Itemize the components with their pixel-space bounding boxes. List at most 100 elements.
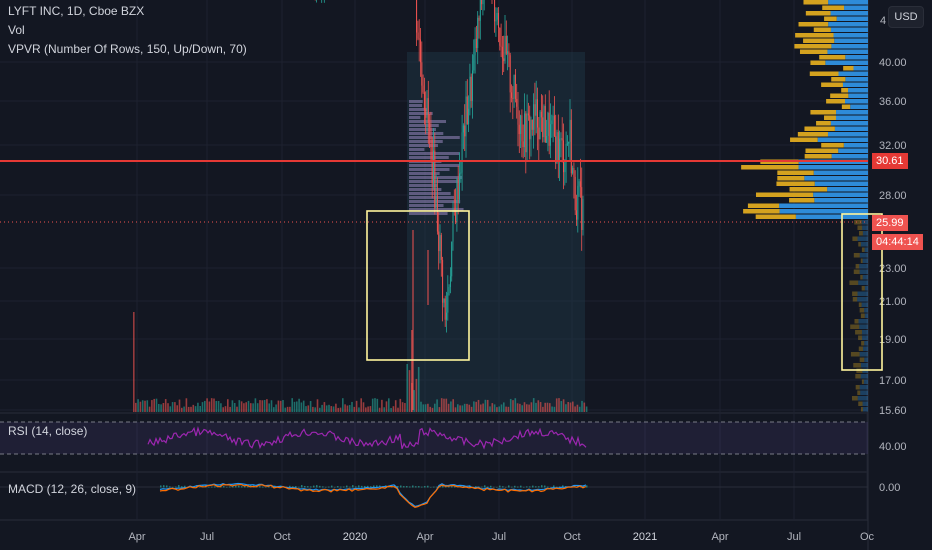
macd-histogram-bar [184, 485, 186, 488]
volume-bar [431, 407, 434, 412]
candle-body [504, 35, 506, 62]
candle-body [565, 144, 567, 163]
vpvr-down-bar [858, 242, 861, 247]
rsi-legend[interactable]: RSI (14, close) [8, 424, 88, 438]
volume-bar [346, 405, 349, 412]
vpvr-down-bar [853, 269, 860, 274]
candle-body [524, 113, 525, 148]
volume-bar [141, 400, 144, 412]
volume-bar [330, 406, 333, 412]
time-axis-label: Apr [416, 531, 433, 543]
candle-body [426, 98, 428, 118]
vpvr-down-bar [803, 38, 835, 43]
volume-bar [233, 403, 236, 412]
macd-legend[interactable]: MACD (12, 26, close, 9) [8, 482, 137, 496]
volume-bar [268, 403, 270, 412]
macd-histogram-bar [433, 486, 435, 488]
candle-body [429, 123, 431, 128]
candle-body [508, 51, 510, 56]
vpvr-up-bar [864, 286, 868, 291]
candle-body [574, 176, 576, 211]
macd-histogram-bar [550, 486, 552, 488]
vpvr-up-bar [825, 60, 868, 65]
vpvr-down-bar [813, 27, 831, 32]
vpvr-up-bar [813, 170, 868, 175]
volume-bar [146, 400, 149, 412]
macd-histogram-bar [538, 486, 540, 488]
candle-body [512, 97, 514, 99]
volume-bar [365, 407, 367, 412]
macd-histogram-bar [475, 486, 477, 488]
macd-histogram-bar [409, 486, 411, 488]
vpvr-up-bar [834, 126, 868, 131]
volume-bar [293, 401, 296, 412]
macd-histogram-bar [289, 485, 291, 488]
macd-histogram-bar [307, 486, 309, 488]
vpvr-down-bar [841, 104, 851, 109]
volume-bar [332, 406, 335, 412]
candle-body [505, 35, 507, 54]
candle-body [473, 55, 475, 71]
vpvr-up-bar [798, 165, 868, 170]
vpvr-down-bar [850, 352, 860, 357]
vpvr-down-bar [852, 291, 858, 296]
volume-bar [339, 407, 342, 412]
macd-histogram-bar [235, 485, 237, 488]
candle-body [452, 209, 454, 242]
volume-bar [565, 404, 567, 412]
macd-histogram-bar [418, 486, 420, 488]
volume-bar [279, 400, 282, 412]
candle-body [514, 74, 516, 99]
candle-body [453, 209, 455, 211]
vpvr-up-bar [814, 181, 868, 186]
vpvr-up-bar [833, 33, 868, 38]
volume-bar [135, 402, 137, 412]
volume-bar [385, 401, 388, 412]
vpvr-down-bar [824, 115, 836, 120]
volume-bar [413, 390, 415, 412]
volume-bar [210, 398, 213, 412]
vpvr-down-bar [776, 181, 815, 186]
rsi-line [147, 426, 587, 450]
volume-bar [415, 378, 418, 412]
vpvr-up-bar [843, 143, 868, 148]
macd-histogram-bar [268, 486, 270, 488]
macd-histogram-bar [559, 486, 561, 488]
symbol-title[interactable]: LYFT INC, 1D, Cboe BZX [8, 4, 145, 18]
volume-bar [139, 401, 142, 412]
volume-bar [243, 403, 245, 412]
candle-body [447, 292, 449, 313]
vpvr-up-bar [779, 203, 868, 208]
macd-histogram-bar [502, 486, 504, 488]
vpvr-down-bar [755, 192, 814, 197]
volume-bar [261, 400, 264, 412]
macd-histogram-bar [328, 486, 330, 488]
vpvr-down-bar [789, 198, 815, 203]
volume-bar [312, 406, 314, 412]
volume-bar [167, 403, 169, 412]
volume-legend[interactable]: Vol [8, 23, 25, 37]
macd-histogram-bar [223, 486, 225, 488]
volume-bar [404, 403, 406, 412]
vpvr-down-bar [789, 187, 828, 192]
vpvr-up-bar [814, 198, 868, 203]
volume-bar [424, 404, 427, 412]
vpvr-up-bar [862, 401, 868, 406]
volume-bar [367, 406, 369, 412]
volume-bar [381, 399, 383, 412]
volume-bar [208, 401, 211, 412]
volume-bar [171, 402, 174, 412]
candle-body [561, 138, 563, 141]
price-axis-label: 17.00 [879, 375, 907, 387]
macd-histogram-bar [346, 485, 348, 488]
currency-button[interactable]: USD [888, 6, 924, 28]
candle-body [543, 106, 545, 138]
vpvr-down-bar [831, 77, 846, 82]
vpvr-legend[interactable]: VPVR (Number Of Rows, 150, Up/Down, 70) [8, 42, 247, 56]
candle-body [420, 39, 421, 63]
volume-bar [549, 403, 551, 412]
volume-bar [519, 403, 521, 412]
volume-bar [466, 403, 468, 412]
vpvr-down-bar [797, 132, 828, 137]
